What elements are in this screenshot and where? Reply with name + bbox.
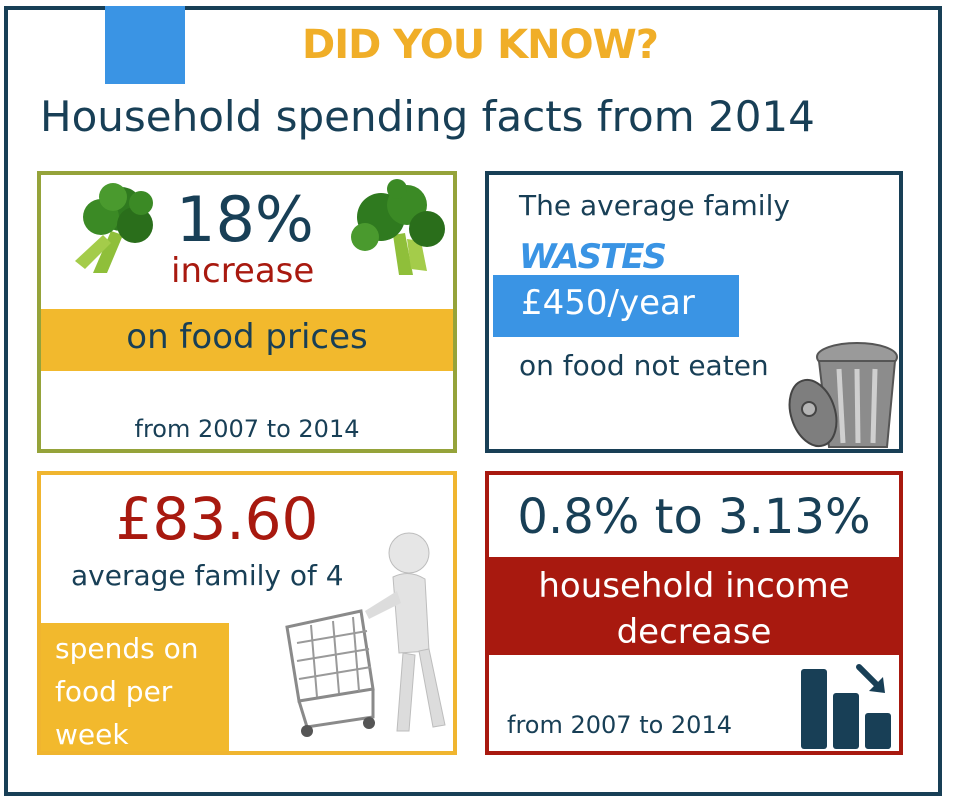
trash-can-icon	[788, 342, 898, 448]
income-decrease-label: household income decrease	[538, 566, 850, 652]
bar-chart-decrease-icon	[801, 664, 891, 749]
food-prices-label: on food prices	[126, 317, 368, 357]
food-waste-card: The average family WASTES £450/year on f…	[485, 171, 903, 453]
shopping-cart-figure-icon	[285, 532, 446, 737]
spends-band: spends on food per week	[41, 623, 229, 751]
average-family-label: The average family	[519, 189, 790, 222]
waste-amount: £450/year	[521, 283, 695, 323]
page-title: Household spending facts from 2014	[40, 92, 815, 141]
weekly-amount: £83.60	[115, 485, 319, 553]
weekly-spend-card: £83.60 average family of 4 spends on foo…	[37, 471, 457, 755]
income-decrease-band: household income decrease	[489, 557, 899, 655]
food-prices-band: on food prices	[41, 309, 453, 371]
headline: DID YOU KNOW?	[302, 22, 659, 68]
percent-value: 18%	[176, 183, 314, 256]
waste-amount-band: £450/year	[493, 275, 739, 337]
broccoli-icon	[351, 179, 445, 275]
food-prices-card: 18% increase on food prices from 2007 to…	[37, 171, 457, 453]
income-decrease-card: 0.8% to 3.13% household income decrease …	[485, 471, 903, 755]
spends-label: spends on food per week	[55, 632, 199, 751]
date-range-label: from 2007 to 2014	[134, 415, 360, 443]
family-size-label: average family of 4	[71, 559, 344, 592]
not-eaten-label: on food not eaten	[519, 349, 769, 382]
increase-label: increase	[171, 251, 315, 291]
income-range: 0.8% to 3.13%	[517, 489, 871, 545]
accent-square	[105, 6, 185, 84]
broccoli-icon	[75, 183, 153, 273]
date-range-label: from 2007 to 2014	[507, 711, 732, 739]
wastes-label: WASTES	[519, 237, 667, 277]
